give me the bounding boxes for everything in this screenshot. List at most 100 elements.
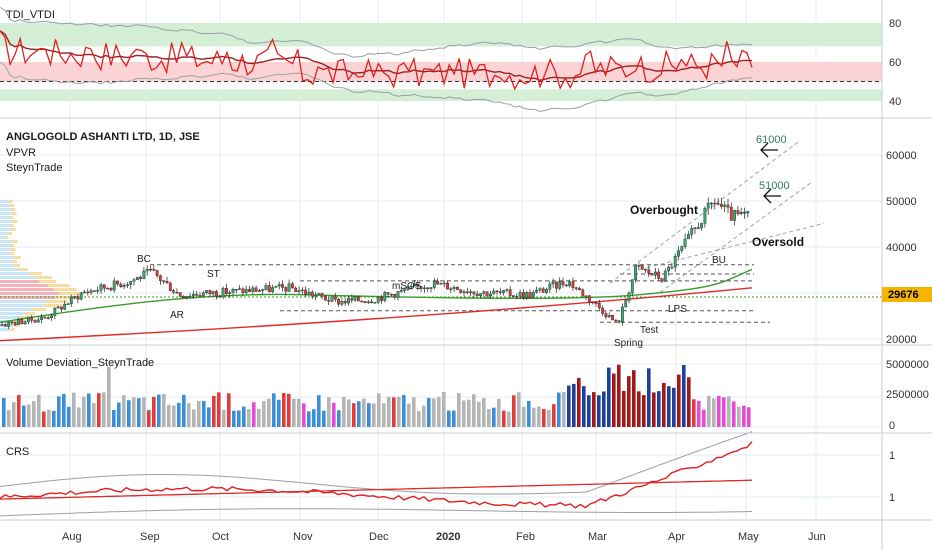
volume-bar xyxy=(382,403,386,427)
annotation-test: Test xyxy=(640,325,659,336)
volume-bar xyxy=(97,393,101,427)
candle-body xyxy=(720,203,723,207)
volume-bar xyxy=(617,364,621,427)
candle-body xyxy=(132,279,136,282)
volume-tick: 5000000 xyxy=(886,359,929,371)
candle-body xyxy=(63,303,67,310)
candle-body xyxy=(307,291,311,295)
candle-body xyxy=(116,280,119,285)
volume-bar xyxy=(467,399,471,427)
candle-body xyxy=(231,289,235,293)
volume-bar xyxy=(442,391,446,427)
candle-body xyxy=(330,296,334,302)
vpvr-bar xyxy=(0,228,12,231)
volume-bar xyxy=(222,409,226,427)
candle-body xyxy=(663,270,667,282)
candle-body xyxy=(191,293,195,297)
price-tick: 50000 xyxy=(886,196,917,208)
candle-body xyxy=(498,291,502,293)
volume-bar xyxy=(622,390,626,427)
candle-body xyxy=(687,234,690,240)
candle-body xyxy=(211,291,215,295)
vpvr-bar xyxy=(0,288,54,291)
candle-body xyxy=(614,319,618,322)
candle-body xyxy=(465,291,469,293)
vpvr-bar xyxy=(0,252,11,255)
volume-bar xyxy=(342,397,346,427)
candle-body xyxy=(119,283,123,287)
candle-body xyxy=(69,296,73,305)
volume-bar xyxy=(322,410,326,427)
volume-bar xyxy=(742,405,746,427)
candle-body xyxy=(145,268,149,272)
volume-bar xyxy=(262,401,266,427)
candle-body xyxy=(221,287,225,297)
volume-bar xyxy=(722,397,726,427)
volume-bar xyxy=(217,392,221,427)
candle-body xyxy=(327,299,331,302)
candle-body xyxy=(10,321,14,324)
volume-bar xyxy=(122,395,126,427)
candle-body xyxy=(317,293,321,296)
candle-body xyxy=(106,287,110,290)
vpvr-bar xyxy=(0,272,30,275)
vpvr-bar xyxy=(8,200,13,203)
candle-body xyxy=(531,291,535,298)
vpvr-bar xyxy=(19,316,29,319)
candle-body xyxy=(20,319,24,325)
overbought-zone xyxy=(0,23,882,47)
channel-lower xyxy=(639,222,825,270)
candle-body xyxy=(604,313,608,318)
volume-bar xyxy=(522,406,526,427)
volume-bar xyxy=(487,409,491,427)
candle-body xyxy=(680,246,684,251)
volume-bar xyxy=(517,392,521,427)
vpvr-bar xyxy=(10,252,15,255)
annotation-lps: LPS xyxy=(668,304,687,315)
candle-body xyxy=(459,289,463,293)
volume-bar xyxy=(87,393,91,427)
channel-upper xyxy=(609,140,801,284)
vpvr-bar xyxy=(10,204,15,207)
volume-bar xyxy=(62,393,66,427)
candle-body xyxy=(574,287,578,289)
x-tick-label: Dec xyxy=(369,531,389,543)
candle-body xyxy=(693,227,697,229)
candle-body xyxy=(581,289,585,297)
candle-body xyxy=(640,265,644,270)
candle-body xyxy=(475,293,479,297)
candle-body xyxy=(30,316,34,321)
candle-body xyxy=(515,295,519,298)
candle-body xyxy=(376,296,380,303)
tdi-title: TDI_VTDI xyxy=(6,9,55,21)
candle-body xyxy=(594,302,598,304)
volume-bar xyxy=(577,377,581,427)
volume-bar xyxy=(137,398,141,427)
volume-bar xyxy=(372,403,376,427)
vpvr-bar xyxy=(0,208,11,211)
candle-body xyxy=(165,281,169,284)
crs-lower-band xyxy=(0,508,753,517)
candle-body xyxy=(627,292,631,301)
candle-body xyxy=(0,324,4,326)
crs-title: CRS xyxy=(6,446,29,458)
vpvr-bar xyxy=(43,304,63,307)
volume-bar xyxy=(497,398,501,427)
candle-body xyxy=(175,292,179,294)
x-tick-label: Mar xyxy=(588,531,607,543)
candle-body xyxy=(621,306,624,323)
volume-bar xyxy=(317,395,321,427)
vpvr-bar xyxy=(24,312,36,315)
candle-body xyxy=(172,290,175,293)
candle-body xyxy=(56,306,60,309)
price-title: ANGLOGOLD ASHANTI LTD, 1D, JSE xyxy=(6,131,200,143)
candle-body xyxy=(277,284,281,287)
candle-body xyxy=(248,288,251,292)
volume-bar xyxy=(77,407,81,427)
candle-body xyxy=(449,288,453,291)
candle-body xyxy=(324,296,327,301)
volume-bar xyxy=(432,398,436,427)
candle-body xyxy=(360,300,364,303)
crs-upper-band xyxy=(0,431,753,495)
